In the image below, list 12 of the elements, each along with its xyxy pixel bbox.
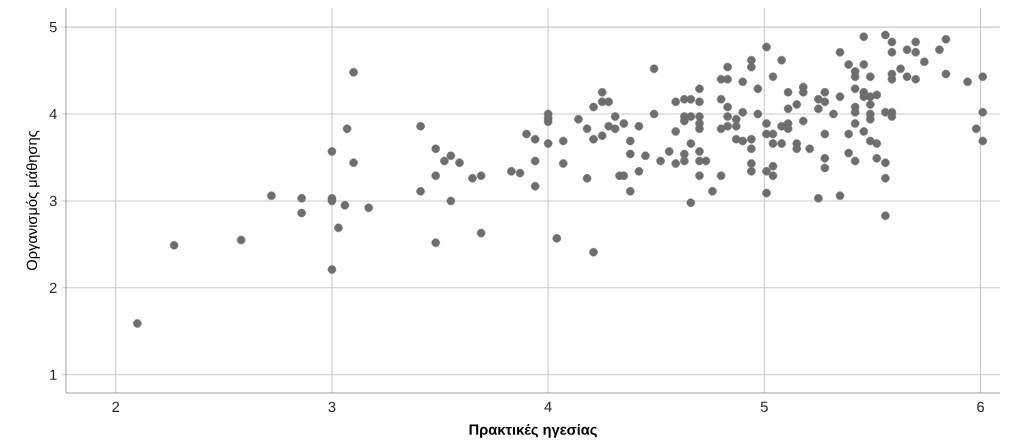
y-tick-label: 2 [49,282,57,293]
x-tick-label: 3 [328,401,336,413]
y-tick-label: 5 [49,22,57,33]
x-tick-label: 2 [112,401,120,412]
y-tick-label: 3 [49,195,57,207]
x-tick-label: 5 [760,401,768,412]
x-tick-label: 4 [544,401,552,412]
x-tick-label: 6 [977,401,984,413]
y-tick-label: 4 [49,108,57,120]
y-tick-label: 1 [50,369,57,380]
x-axis-title: Πρακτικές ηγεσίας [469,423,597,438]
y-axis-title: Οργανισμός μάθησης [25,130,40,271]
